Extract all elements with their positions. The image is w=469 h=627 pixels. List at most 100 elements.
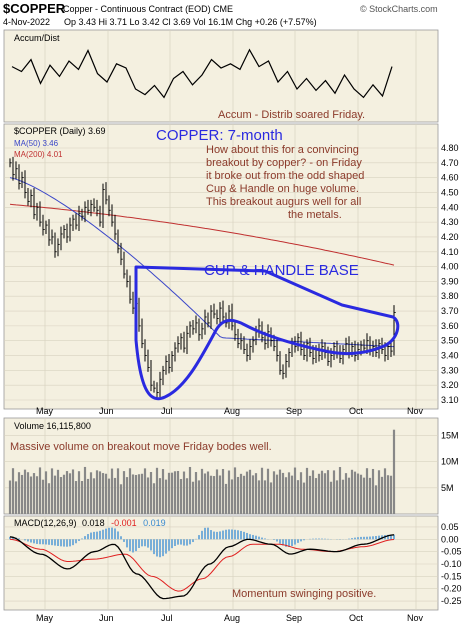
macd-histogram-bar bbox=[33, 539, 35, 544]
volume-bar bbox=[299, 472, 303, 514]
price-tick-label: 3.60 bbox=[441, 321, 459, 331]
volume-bar bbox=[203, 473, 207, 514]
macd-histogram-bar bbox=[144, 539, 146, 547]
volume-bar bbox=[89, 472, 93, 514]
volume-bar bbox=[356, 473, 360, 514]
volume-bar bbox=[314, 478, 318, 514]
macd-histogram-bar bbox=[351, 538, 353, 540]
macd-histogram-bar bbox=[138, 539, 140, 548]
macd-histogram-bar bbox=[39, 539, 41, 545]
volume-bar bbox=[101, 473, 105, 514]
macd-histogram-bar bbox=[63, 539, 65, 547]
macd-histogram-bar bbox=[36, 539, 38, 544]
accum-dist-series bbox=[11, 48, 393, 99]
month-label: Jun bbox=[99, 406, 114, 416]
month-label: Oct bbox=[349, 406, 364, 416]
volume-bar bbox=[296, 480, 300, 514]
volume-bar bbox=[341, 479, 345, 514]
macd-histogram-bar bbox=[54, 539, 56, 546]
month-label-bottom: Sep bbox=[286, 613, 302, 623]
volume-bar bbox=[71, 469, 75, 514]
macd-histogram-bar bbox=[255, 535, 257, 540]
price-series bbox=[9, 156, 400, 401]
volume-tick-label: 10M bbox=[441, 457, 459, 467]
price-tick-label: 3.30 bbox=[441, 365, 459, 375]
macd-histogram-bar bbox=[9, 536, 11, 540]
volume-bar bbox=[62, 474, 66, 514]
macd-histogram-bar bbox=[180, 539, 182, 545]
month-label-bottom: Oct bbox=[349, 613, 364, 623]
volume-bar bbox=[155, 467, 159, 514]
volume-bar bbox=[221, 468, 225, 514]
macd-histogram-bar bbox=[210, 530, 212, 540]
macd-legend-prefix: MACD(12,26,9) bbox=[14, 518, 77, 528]
pattern-label: CUP & HANDLE BASE bbox=[204, 262, 359, 279]
volume-tick-label: 5M bbox=[441, 483, 454, 493]
price-tick-label: 4.70 bbox=[441, 158, 459, 168]
volume-bar bbox=[308, 475, 312, 514]
volume-bar bbox=[173, 471, 177, 514]
macd-histogram-bar bbox=[12, 537, 14, 540]
volume-bar bbox=[281, 472, 285, 514]
macd-histogram-bar bbox=[72, 539, 74, 546]
price-tick-label: 4.40 bbox=[441, 202, 459, 212]
volume-bar bbox=[134, 474, 138, 514]
volume-bar bbox=[377, 470, 381, 514]
volume-bar bbox=[278, 469, 282, 514]
macd-histogram-bar bbox=[111, 527, 113, 540]
macd-tick-label: -0.05 bbox=[441, 547, 462, 557]
accum-dist-line bbox=[11, 48, 393, 99]
macd-histogram-bar bbox=[165, 539, 167, 554]
month-label-bottom: Jul bbox=[161, 613, 173, 623]
volume-bar bbox=[350, 469, 354, 514]
volume-bar bbox=[383, 468, 387, 514]
commentary-line-4: Cup & Handle on huge volume. bbox=[206, 183, 359, 195]
macd-tick-label: 0.05 bbox=[441, 522, 459, 532]
volume-bar bbox=[239, 473, 243, 514]
macd-histogram-bar bbox=[24, 539, 26, 541]
axis-labels: 4.80 4.70 4.60 4.50 4.40 4.30 4.20 4.10 4.00 3.90… bbox=[36, 143, 462, 623]
volume-bar bbox=[248, 469, 252, 514]
macd-histogram-bar bbox=[69, 539, 71, 547]
macd-histogram-bar bbox=[276, 539, 278, 542]
macd-histogram-bar bbox=[390, 534, 392, 540]
macd-histogram-bar bbox=[162, 539, 164, 557]
macd-histogram-bar bbox=[234, 529, 236, 540]
macd-histogram-bar bbox=[240, 530, 242, 540]
macd-histogram-bar bbox=[108, 527, 110, 540]
macd-histogram-bar bbox=[114, 528, 116, 540]
ma200-line bbox=[9, 203, 395, 266]
macd-histogram-bar bbox=[42, 539, 44, 545]
macd-histogram-bar bbox=[252, 534, 254, 540]
macd-histogram-bar bbox=[246, 532, 248, 540]
macd-histogram-bar bbox=[378, 535, 380, 540]
macd-histogram-bar bbox=[147, 539, 149, 548]
macd-histogram-bar bbox=[93, 531, 95, 540]
volume-bar bbox=[293, 467, 297, 514]
macd-histogram-bar bbox=[243, 531, 245, 540]
macd-histogram-bar bbox=[156, 539, 158, 557]
macd-histogram-bar bbox=[249, 534, 251, 540]
volume-bar bbox=[50, 468, 54, 514]
price-tick-label: 3.50 bbox=[441, 336, 459, 346]
macd-histogram-bar bbox=[369, 536, 371, 540]
volume-bar bbox=[32, 473, 36, 514]
volume-bar bbox=[242, 475, 246, 514]
volume-bar bbox=[218, 475, 222, 514]
volume-bar bbox=[269, 482, 273, 514]
volume-bar bbox=[122, 471, 126, 514]
volume-bar bbox=[206, 471, 210, 514]
volume-bar bbox=[44, 471, 48, 514]
macd-histogram-bar bbox=[207, 527, 209, 540]
volume-bar bbox=[359, 474, 363, 514]
macd-tick-label: 0.00 bbox=[441, 534, 459, 544]
macd-histogram-bar bbox=[237, 530, 239, 540]
macd-histogram-bar bbox=[60, 539, 62, 547]
volume-bar bbox=[317, 473, 321, 514]
volume-bar bbox=[158, 478, 162, 514]
macd-histogram-bar bbox=[324, 538, 326, 540]
volume-bar bbox=[245, 471, 249, 514]
macd-histogram-bar bbox=[81, 538, 83, 540]
volume-bar bbox=[374, 485, 378, 514]
macd-legend-value: 0.018 bbox=[82, 518, 105, 528]
